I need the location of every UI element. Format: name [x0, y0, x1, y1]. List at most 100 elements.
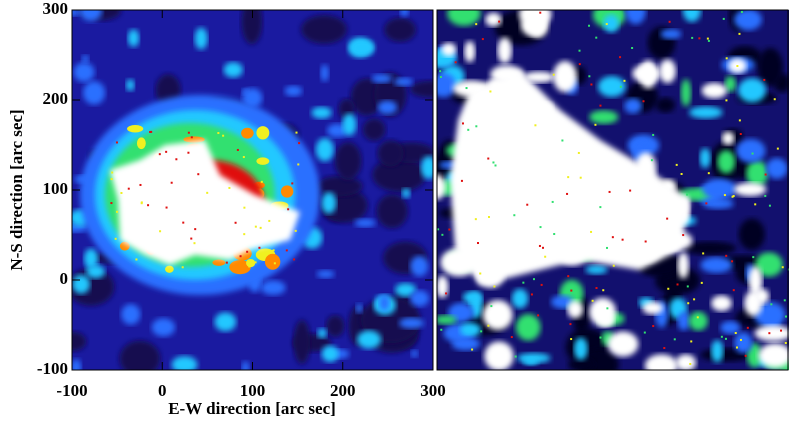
map-pixel	[689, 362, 692, 365]
map-pixel	[522, 281, 525, 284]
map-patch	[371, 74, 392, 83]
map-pixel	[773, 98, 776, 101]
map-pixel	[490, 305, 493, 308]
map-pixel	[570, 338, 573, 341]
map-pixel	[673, 338, 676, 341]
map-patch	[81, 54, 90, 63]
map-patch	[568, 358, 595, 370]
map-pixel	[552, 73, 555, 76]
map-pixel	[165, 150, 168, 153]
map-pixel	[566, 192, 569, 195]
map-pixel	[570, 289, 573, 292]
map-patch	[460, 322, 482, 337]
map-pixel	[686, 193, 689, 196]
map-pixel	[705, 202, 708, 205]
map-patch	[675, 354, 697, 370]
map-pixel	[540, 283, 543, 286]
map-pixel	[700, 281, 703, 284]
map-pixel	[194, 228, 197, 231]
map-patch	[625, 10, 646, 25]
map-patch	[437, 275, 449, 299]
map-pixel	[115, 141, 118, 144]
map-pixel	[538, 244, 541, 247]
map-patch	[754, 301, 786, 328]
map-patch	[639, 60, 658, 89]
map-pixel	[631, 47, 634, 50]
map-pixel	[731, 195, 734, 198]
map-patch	[701, 82, 728, 99]
map-patch	[711, 295, 732, 312]
map-pixel	[273, 262, 276, 265]
map-core	[450, 70, 690, 285]
map-pixel	[187, 151, 190, 154]
map-pixel	[738, 119, 741, 122]
map-pixel	[217, 132, 220, 135]
map-patch	[689, 106, 723, 119]
y-tick-label: 100	[43, 179, 69, 198]
map-pixel	[127, 187, 130, 190]
map-pixel	[781, 266, 784, 269]
map-pixel	[236, 148, 239, 151]
map-patch	[550, 295, 574, 309]
map-patch	[523, 71, 555, 83]
map-patch	[754, 325, 789, 342]
map-patch	[717, 150, 736, 174]
map-patch	[229, 260, 251, 275]
map-pixel	[228, 186, 231, 189]
map-pixel	[602, 289, 605, 292]
map-pixel	[682, 234, 685, 237]
map-patch	[447, 10, 481, 26]
map-patch	[437, 315, 457, 325]
map-patch	[325, 315, 345, 337]
map-patch	[321, 192, 337, 214]
map-pixel	[534, 124, 537, 127]
map-patch	[589, 297, 617, 326]
map-pixel	[190, 237, 193, 240]
map-patch	[441, 42, 457, 57]
map-pixel	[642, 100, 645, 103]
map-patch	[451, 337, 481, 351]
map-pixel	[190, 136, 193, 139]
map-patch	[316, 175, 363, 197]
map-pixel	[599, 336, 602, 339]
map-patch	[597, 76, 626, 97]
map-patch	[72, 358, 82, 370]
map-pixel	[454, 61, 457, 64]
map-patch	[700, 257, 733, 273]
map-pixel	[595, 287, 598, 290]
map-pixel	[441, 233, 444, 236]
map-patch	[754, 288, 770, 305]
map-patch	[356, 330, 382, 349]
map-patch	[624, 98, 642, 114]
map-patch	[256, 157, 270, 165]
map-pixel	[595, 36, 598, 39]
map-pixel	[725, 57, 728, 60]
map-patch	[462, 291, 483, 304]
map-pixel	[258, 246, 261, 249]
map-pixel	[706, 37, 709, 40]
map-pixel	[553, 233, 556, 236]
map-pixel	[588, 75, 591, 78]
map-pixel	[206, 191, 209, 194]
map-pixel	[606, 307, 609, 310]
map-patch	[607, 331, 639, 357]
map-patch	[677, 251, 689, 279]
map-patch	[660, 29, 682, 40]
map-pixel	[222, 134, 225, 137]
map-patch	[410, 255, 429, 277]
map-patch	[379, 294, 390, 311]
axes: E-W direction [arc sec] N-S direction [a…	[7, 0, 446, 418]
map-patch	[746, 160, 769, 187]
map-pixel	[287, 208, 290, 211]
map-pixel	[225, 261, 228, 264]
x-tick-label: 0	[158, 381, 167, 400]
map-pixel	[652, 325, 655, 328]
map-pixel	[539, 11, 542, 14]
map-pixel	[578, 63, 581, 66]
map-pixel	[696, 316, 699, 319]
map-pixel	[735, 346, 738, 349]
map-pixel	[243, 233, 246, 236]
map-patch	[527, 10, 549, 38]
map-patch	[315, 138, 334, 162]
map-pixel	[159, 230, 162, 233]
